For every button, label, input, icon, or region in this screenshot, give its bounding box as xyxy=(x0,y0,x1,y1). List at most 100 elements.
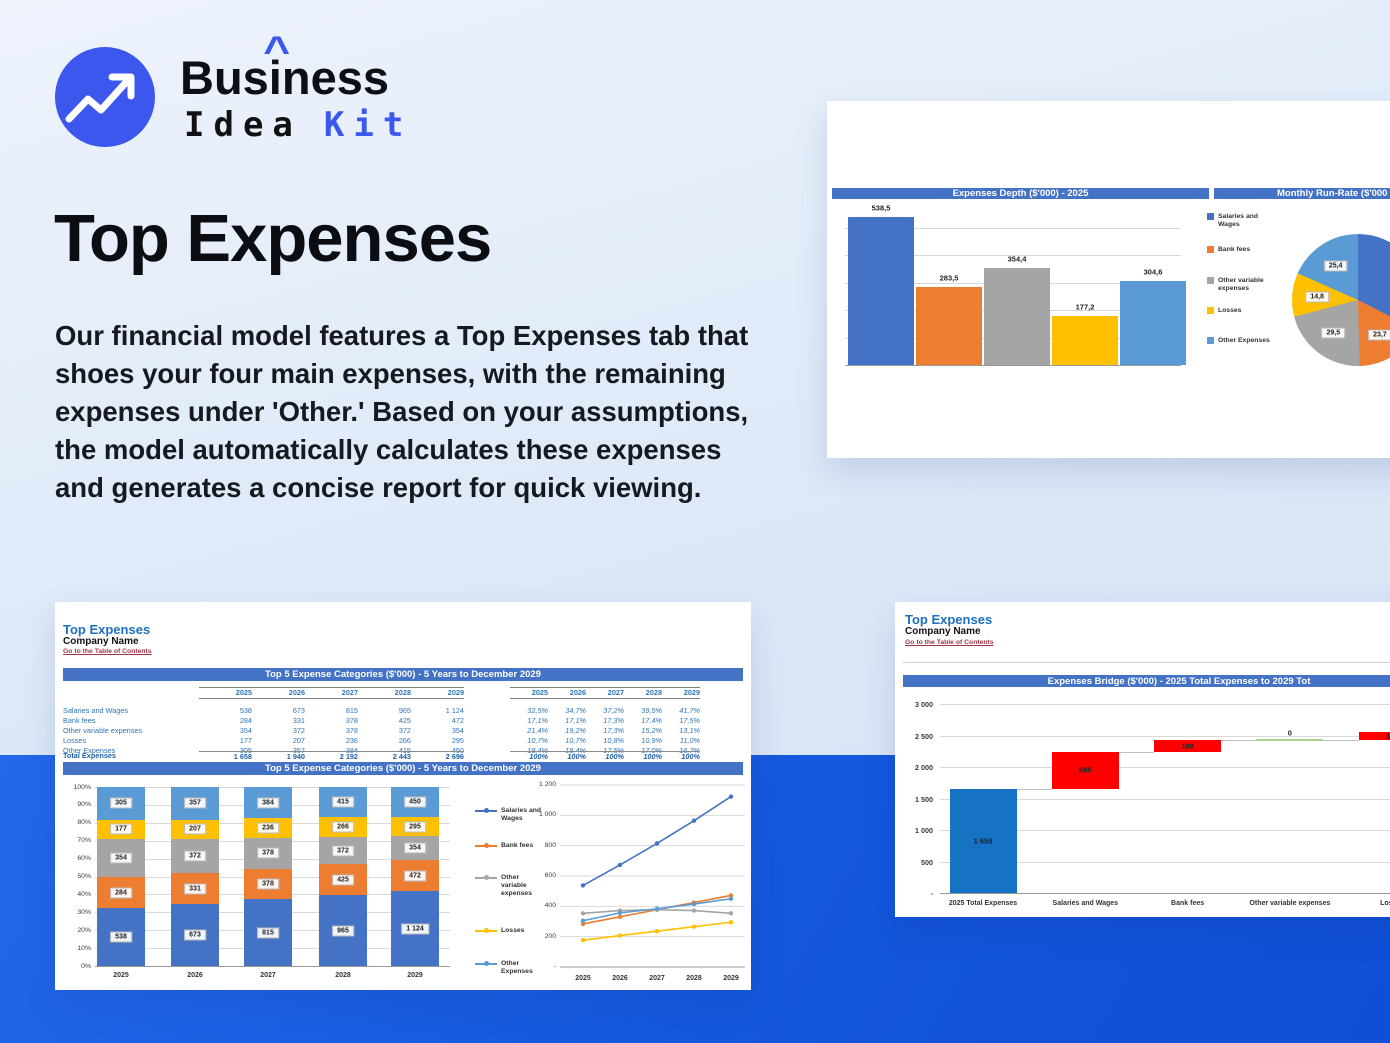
table-cell: 10,9% xyxy=(641,736,662,745)
table-cell: 17,3% xyxy=(603,726,624,735)
bar-value-label: 189 xyxy=(1181,741,1194,751)
logo-icon xyxy=(55,47,155,147)
table-cell: 100% xyxy=(662,751,700,762)
legend-label: Losses xyxy=(501,927,525,934)
table-cell: 17,5% xyxy=(679,716,700,725)
legend-Bank fees: Bank fees xyxy=(475,842,545,850)
y-tick: 10% xyxy=(77,944,91,952)
table-cell: 2 696 xyxy=(411,751,464,762)
y-tick: 600 xyxy=(544,872,556,879)
stack-value-label: 236 xyxy=(257,822,279,834)
gridline xyxy=(940,798,1390,800)
stack-value-label: 673 xyxy=(184,929,206,941)
y-tick: 100% xyxy=(73,783,91,791)
legend-label: Other variable expenses xyxy=(501,874,532,897)
table-row: Other variable expenses 354 372 378 372 354 21… xyxy=(63,726,700,736)
legend-swatch xyxy=(1207,307,1214,314)
y-tick: 400 xyxy=(544,902,556,910)
table-cell: 2027 xyxy=(586,687,624,699)
table-cell: 378 xyxy=(345,716,358,725)
table-cell: 2027 xyxy=(305,687,358,699)
stack-value-label: 815 xyxy=(257,927,279,939)
table-row: Total Expenses 1 658 1 940 2 192 2 443 2 696 1… xyxy=(63,751,700,761)
bar-Other Expenses xyxy=(1120,281,1186,365)
waterfall-bar xyxy=(949,788,1017,893)
table-cell: 2025 xyxy=(510,687,548,699)
table-cell: 2026 xyxy=(548,687,586,699)
legend-label: Bank fees xyxy=(501,842,534,849)
accent-caret: ^ xyxy=(263,29,290,73)
table-cell: 2028 xyxy=(358,687,411,699)
legend-label: Other Expenses xyxy=(501,960,533,975)
x-label: 2029 xyxy=(723,975,739,982)
bar-value-label: 1 658 xyxy=(973,836,993,846)
bar-value-label: 304,6 xyxy=(1143,267,1163,277)
table-cell: 815 xyxy=(345,706,358,715)
stack-value-label: 354 xyxy=(110,852,132,864)
connector xyxy=(1118,751,1155,753)
table-row-label: Total Expenses xyxy=(63,751,116,760)
waterfall-bar xyxy=(1154,739,1222,752)
x-label: 2028 xyxy=(335,972,351,979)
gridline xyxy=(940,861,1390,863)
stack-value-label: 384 xyxy=(257,797,279,809)
x-label: 2025 xyxy=(575,975,591,982)
stack-value-label: 295 xyxy=(404,821,426,833)
y-tick: 500 xyxy=(921,857,933,867)
table-row-label: Losses xyxy=(63,736,87,745)
table-cell: 17,5% xyxy=(603,746,624,755)
table-cell: 19,2% xyxy=(565,726,586,735)
table-cell: 16,7% xyxy=(679,746,700,755)
y-tick: 2 500 xyxy=(915,731,933,741)
bar-Bank fees xyxy=(916,287,982,365)
legend-line xyxy=(475,960,497,968)
table-cell: 100% xyxy=(548,751,586,762)
table-cell: 1 124 xyxy=(445,706,464,715)
y-tick: 1 000 xyxy=(538,811,556,819)
brand-name: Busi ^ ness xyxy=(180,29,389,104)
table-cell: 15,2% xyxy=(641,726,662,735)
stack-value-label: 372 xyxy=(184,850,206,862)
table-cell: 37,2% xyxy=(603,706,624,715)
table-cell: 34,7% xyxy=(565,706,586,715)
y-tick: 1 000 xyxy=(915,826,933,835)
table-cell: 17,1% xyxy=(565,716,586,725)
x-label: Bank fees xyxy=(1171,900,1205,907)
table-cell: 17,3% xyxy=(603,716,624,725)
table-spacer xyxy=(464,736,510,746)
separator xyxy=(903,662,1390,663)
stack-value-label: 538 xyxy=(110,931,132,943)
x-label: 2026 xyxy=(187,972,203,979)
stack-value-label: 415 xyxy=(332,796,354,808)
table-cell: 17,4% xyxy=(641,716,662,725)
table-of-contents-link[interactable]: Go to the Table of Contents xyxy=(63,648,152,655)
legend-Bank fees: Bank fees xyxy=(1207,246,1277,254)
x-label: Losses xyxy=(1380,900,1390,907)
bar-value-label: 118 xyxy=(1386,731,1390,741)
y-tick: 2 000 xyxy=(915,763,933,772)
table-cell: 415 xyxy=(398,746,411,755)
legend-Losses: Losses xyxy=(1207,307,1277,315)
table-cell: 17,0% xyxy=(641,746,662,755)
y-tick: 70% xyxy=(77,837,91,845)
company-name: Company Name xyxy=(905,626,981,637)
table-of-contents-link[interactable]: Go to the Table of Contents xyxy=(905,639,994,646)
brand-subtitle: Idea Kit xyxy=(184,105,413,145)
legend-Salaries and Wages: Salaries and Wages xyxy=(1207,213,1277,229)
y-tick: 800 xyxy=(544,841,556,849)
gridline xyxy=(845,227,1181,229)
legend-Losses: Losses xyxy=(475,927,545,935)
table-cell: 331 xyxy=(292,716,305,725)
legend-label: Other Expenses xyxy=(1218,337,1270,344)
bar-value-label: 354,4 xyxy=(1007,254,1027,264)
stack-value-label: 284 xyxy=(110,887,132,899)
legend-line xyxy=(475,874,497,882)
stack-value-label: 357 xyxy=(184,797,206,809)
bar-value-label: 0 xyxy=(1287,728,1292,738)
sheet2-panel: Top Expenses Company Name Go to the Tabl… xyxy=(895,602,1390,917)
y-tick: 3 000 xyxy=(915,700,933,709)
table-cell: 41,7% xyxy=(679,706,700,715)
stack-value-label: 450 xyxy=(404,796,426,808)
pie-value-label: 25,4 xyxy=(1323,260,1348,272)
waterfall-zero-bar xyxy=(1256,738,1324,741)
